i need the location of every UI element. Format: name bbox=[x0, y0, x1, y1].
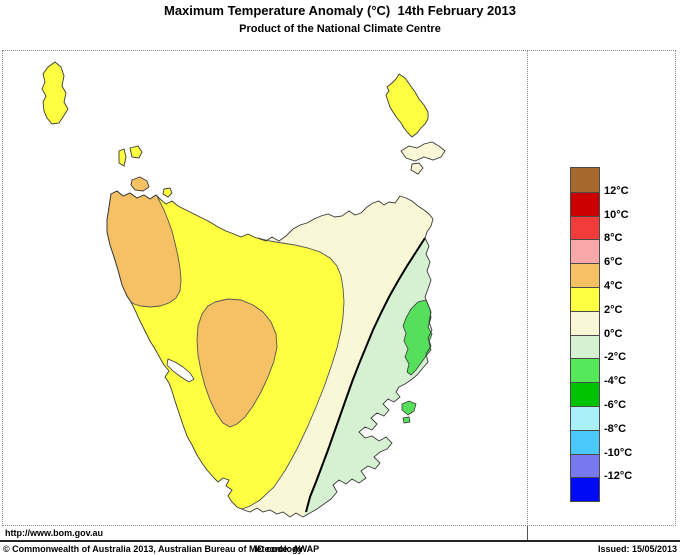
legend-swatch bbox=[571, 358, 599, 383]
page-subtitle: Product of the National Climate Centre bbox=[239, 23, 441, 35]
legend-swatch bbox=[571, 310, 599, 335]
yellow-cream-boundary bbox=[241, 237, 345, 510]
map-frame bbox=[2, 50, 676, 526]
legend-label: 6°C bbox=[604, 255, 623, 268]
legend-label: -12°C bbox=[604, 470, 633, 483]
legend-label: -10°C bbox=[604, 446, 633, 459]
legend-swatch bbox=[571, 405, 599, 430]
bom-url: http://www.bom.gov.au bbox=[5, 528, 103, 538]
legend-label: -8°C bbox=[604, 422, 627, 435]
id-code-text: ID code: AWAP bbox=[255, 544, 320, 554]
map-geography bbox=[41, 61, 446, 518]
legend-labels: 12°C 10°C 8°C 6°C 4°C 2°C 0°C -2°C -4°C -6°C -8°C -… bbox=[604, 167, 664, 501]
legend-swatch bbox=[571, 334, 599, 359]
legend-colorbar bbox=[570, 167, 600, 503]
legend-swatch bbox=[571, 239, 599, 264]
three-hummock-island bbox=[129, 145, 143, 159]
tasmania-coastline bbox=[106, 190, 434, 518]
maria-island bbox=[401, 400, 417, 416]
legend-swatch bbox=[571, 477, 599, 502]
legend-label: 8°C bbox=[604, 232, 623, 245]
central-orange-region bbox=[196, 298, 278, 428]
zero-degree-contour-line bbox=[305, 237, 426, 513]
stanley-islet bbox=[162, 187, 173, 198]
footer-cell-divider bbox=[527, 526, 528, 540]
legend-label: -6°C bbox=[604, 398, 627, 411]
legend-label: 0°C bbox=[604, 327, 623, 340]
hunter-island bbox=[118, 148, 127, 167]
page-title: Maximum Temperature Anomaly (°C) 14th Fe… bbox=[164, 3, 516, 18]
legend-label: 2°C bbox=[604, 303, 623, 316]
legend-swatch bbox=[571, 286, 599, 311]
legend-swatch bbox=[571, 382, 599, 406]
issued-date-text: Issued: 15/05/2013 bbox=[597, 544, 677, 554]
legend-panel-divider bbox=[527, 50, 528, 526]
flinders-island bbox=[385, 73, 429, 138]
legend-swatch bbox=[571, 429, 599, 454]
copyright-text: © Commonwealth of Australia 2013, Austra… bbox=[3, 544, 303, 554]
king-island bbox=[41, 61, 69, 125]
legend-label: 12°C bbox=[604, 184, 629, 197]
legend-label: -2°C bbox=[604, 351, 627, 364]
legend-swatch bbox=[571, 453, 599, 478]
legend-label: 10°C bbox=[604, 208, 629, 221]
legend-swatch bbox=[571, 191, 599, 216]
robbins-island bbox=[130, 176, 150, 192]
legend-label: -4°C bbox=[604, 374, 627, 387]
legend-label: 4°C bbox=[604, 279, 623, 292]
maria-islet bbox=[402, 416, 411, 424]
macquarie-harbour-inlet bbox=[166, 358, 195, 383]
footer-separator-line bbox=[0, 540, 680, 542]
clarke-island bbox=[410, 162, 424, 175]
cape-barren-island bbox=[400, 141, 446, 162]
east-coast-green-region bbox=[402, 299, 433, 376]
legend-swatch bbox=[571, 168, 599, 192]
legend-swatch bbox=[571, 263, 599, 287]
legend-swatch bbox=[571, 215, 599, 240]
